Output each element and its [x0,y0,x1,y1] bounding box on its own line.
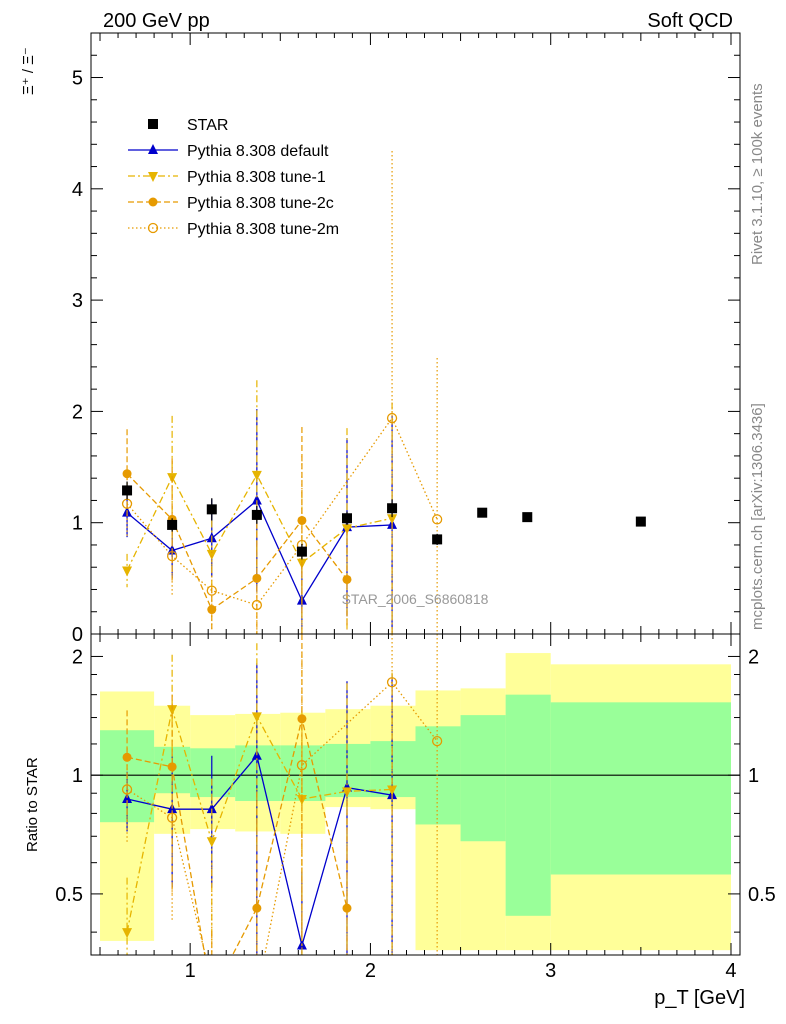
data-point-2 [122,566,133,577]
data-point-3 [122,469,132,479]
x-tick-label: 1 [185,960,196,982]
uncertainty-band-green [280,745,326,802]
data-point-4 [121,784,133,795]
star-data-point [477,507,488,518]
main-plot-area [121,150,646,634]
legend-marker [147,222,159,234]
y-tick-label: 0 [72,624,83,646]
star-data-point [167,519,178,530]
star-data-point [387,503,398,514]
legend-label: Pythia 8.308 tune-2c [187,195,334,212]
data-point-2 [122,928,133,939]
series-line-2 [126,473,393,571]
data-point-4 [386,412,398,424]
data-point-4 [431,735,443,747]
series-line-3 [126,718,348,955]
main-panel: 0 1 2 3 4 5 STAR Pythia 8.308 default Pythia 8.3… [72,32,741,646]
ratio-panel: 0.5 0.5 1 1 2 2 1 2 3 4 [55,633,776,982]
legend-label: Pythia 8.308 tune-1 [187,169,326,186]
data-point-4 [251,599,263,611]
data-point-3 [342,574,352,584]
star-data-point [635,516,646,527]
uncertainty-band-green [460,715,506,842]
main-y-axis-label: Ξ⁺ / Ξ⁻ [20,47,37,95]
x-axis-label: p_T [GeV] [654,987,745,1009]
data-point-1 [251,494,262,505]
data-point-4 [206,585,217,596]
ratio-y-tick-label: 0.5 [748,884,776,906]
legend-label: STAR [187,117,228,134]
y-tick-label: 4 [72,179,83,201]
ratio-plot-area [91,634,740,955]
data-point-2 [251,470,262,481]
ratio-y-tick-label: 2 [72,646,83,668]
mcplots-reference-label: mcplots.cern.ch [arXiv:1306.3436] [749,403,766,630]
data-point-4 [431,514,443,525]
data-point-4 [386,677,398,688]
rivet-version-label: Rivet 3.1.10, ≥ 100k events [749,83,766,265]
data-point-2 [167,705,178,716]
ratio-y-axis-label: Ratio to STAR [24,757,41,852]
data-point-1 [206,803,217,814]
legend-entry: Pythia 8.308 tune-2m [128,221,339,238]
legend-marker [148,119,158,129]
ratio-y-tick-label: 1 [72,765,83,787]
y-tick-label: 1 [72,513,83,535]
ratio-frame [90,633,741,956]
data-point-2 [206,549,217,560]
star-data-point [296,546,307,557]
y-tick-label: 2 [72,401,83,423]
legend-label: Pythia 8.308 default [187,143,329,160]
star-data-point [432,534,443,545]
y-tick-label: 3 [72,290,83,312]
uncertainty-band-green [505,694,551,916]
star-data-point [251,509,262,520]
data-point-4 [166,550,178,562]
legend-entry: Pythia 8.308 tune-2c [128,195,334,212]
data-point-1 [122,793,133,804]
legend-entry: STAR [148,117,228,134]
ratio-y-tick-label: 1 [748,765,759,787]
x-tick-label: 3 [545,960,556,982]
data-point-3 [252,903,262,913]
data-point-2 [206,837,217,848]
x-tick-label: 2 [365,960,376,982]
uncertainty-band-green [550,702,731,875]
data-point-2 [251,712,262,723]
star-data-point [206,504,217,515]
data-point-4 [296,760,308,771]
legend-marker [148,197,158,207]
data-point-3 [207,605,217,615]
y-tick-label: 5 [72,68,83,90]
x-tick-label: 4 [725,960,736,982]
data-point-2 [341,524,352,535]
data-point-3 [342,903,352,913]
header-right: Soft QCD [647,10,733,32]
ratio-y-tick-label: 0.5 [55,884,83,906]
uncertainty-band-green [190,748,236,798]
ratio-y-tick-label: 2 [748,646,759,668]
star-data-point [341,513,352,524]
legend-marker [148,144,158,154]
series-line-3 [126,473,348,611]
legend-label: Pythia 8.308 tune-2m [187,221,339,238]
data-point-3 [297,714,307,724]
data-point-3 [252,573,262,583]
legend-entry: Pythia 8.308 tune-1 [128,169,326,186]
legend-marker [148,172,158,182]
star-data-point [122,485,133,496]
analysis-watermark: STAR_2006_S6860818 [342,591,489,607]
legend-entry: Pythia 8.308 default [128,143,329,160]
data-point-4 [166,812,178,823]
header-left: 200 GeV pp [103,10,210,32]
star-data-point [522,512,533,523]
